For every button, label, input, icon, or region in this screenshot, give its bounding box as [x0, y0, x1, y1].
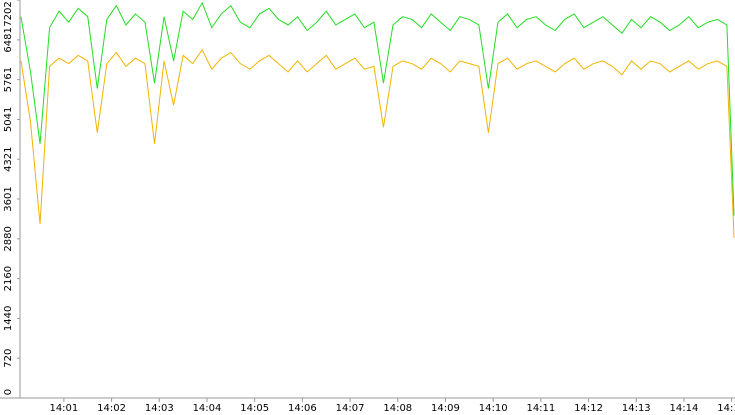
x-tick-label: 14:05 — [240, 403, 269, 414]
series-line — [20, 48, 735, 238]
x-tick-label: 14:13 — [622, 403, 651, 414]
y-tick-label: 7202 — [3, 1, 14, 26]
y-tick-label: 5041 — [3, 107, 14, 132]
x-tick-label: 14:03 — [145, 403, 174, 414]
x-tick-label: 14:14 — [670, 403, 699, 414]
y-tick-label: 2880 — [3, 226, 14, 251]
y-tick-label: 3601 — [3, 186, 14, 211]
x-tick-label: 14:01 — [49, 403, 78, 414]
x-tick-label: 14:11 — [526, 403, 555, 414]
y-tick-label: 5761 — [3, 67, 14, 92]
x-tick-label: 14:15 — [717, 403, 735, 414]
x-tick-label: 14:04 — [193, 403, 222, 414]
x-tick-label: 14:06 — [288, 403, 317, 414]
y-tick-label: 0 — [3, 389, 14, 395]
x-tick-label: 14:07 — [336, 403, 365, 414]
y-tick-label: 6481 — [3, 27, 14, 52]
y-tick-label: 2160 — [3, 266, 14, 291]
x-tick-label: 14:12 — [574, 403, 603, 414]
x-tick-label: 14:09 — [431, 403, 460, 414]
x-tick-label: 14:10 — [479, 403, 508, 414]
x-tick-label: 14:02 — [97, 403, 126, 414]
y-tick-label: 720 — [3, 349, 14, 368]
y-tick-label: 4321 — [3, 146, 14, 171]
series-line — [20, 1, 735, 216]
x-tick-label: 14:08 — [383, 403, 412, 414]
y-tick-label: 1440 — [3, 306, 14, 331]
